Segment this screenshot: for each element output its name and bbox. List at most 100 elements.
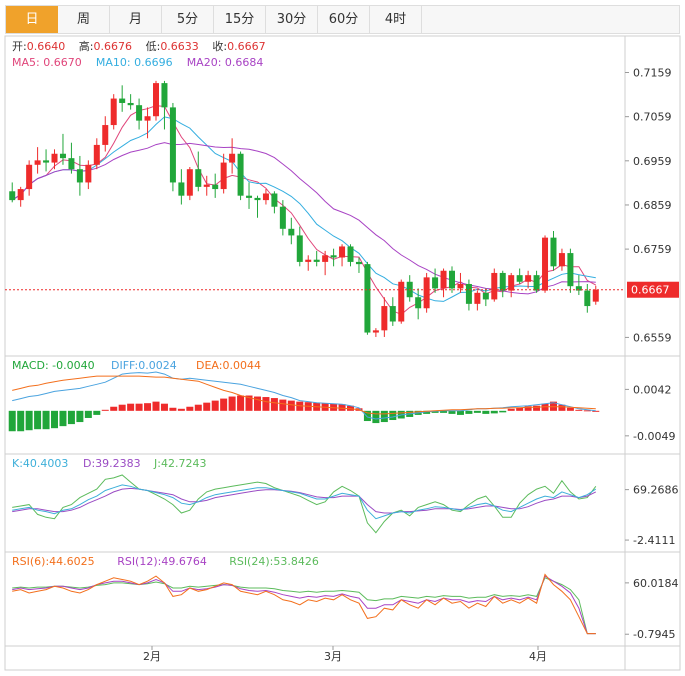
macd-bar bbox=[8, 410, 16, 432]
tab-period-0[interactable]: 日 bbox=[6, 6, 58, 33]
candle-body bbox=[533, 275, 540, 291]
macd-bar bbox=[389, 410, 397, 421]
kdj-y-tick-label: -2.4111 bbox=[633, 534, 675, 547]
macd-bar bbox=[431, 410, 439, 413]
candle-body bbox=[51, 153, 58, 163]
macd-bar bbox=[541, 403, 549, 411]
tab-period-7[interactable]: 4时 bbox=[370, 6, 422, 33]
current-price-tag bbox=[627, 281, 679, 298]
candle-body bbox=[508, 275, 515, 291]
macd-bar bbox=[93, 410, 101, 415]
rsi6-label: RSI(6):44.6025 bbox=[12, 555, 95, 568]
macd-bar bbox=[51, 410, 59, 429]
tab-period-6[interactable]: 60分 bbox=[318, 6, 370, 33]
macd-bar bbox=[17, 410, 25, 432]
macd-bar bbox=[169, 407, 177, 411]
macd-bar bbox=[34, 410, 42, 430]
price-y-tick-label: 0.7059 bbox=[633, 111, 672, 124]
candle-body bbox=[136, 105, 143, 121]
candle-body bbox=[144, 116, 151, 121]
tab-period-1[interactable]: 周 bbox=[58, 6, 110, 33]
ma10-label: MA10: 0.6696 bbox=[96, 56, 173, 69]
tab-period-3[interactable]: 5分 bbox=[162, 6, 214, 33]
macd-bar bbox=[101, 409, 109, 411]
macd-bar bbox=[220, 398, 228, 411]
candle-body bbox=[271, 193, 278, 207]
macd-bar bbox=[186, 406, 194, 411]
candle-body bbox=[449, 270, 455, 289]
candle-body bbox=[381, 306, 388, 331]
macd-bar bbox=[194, 404, 202, 411]
candle-body bbox=[186, 169, 193, 196]
candle-body bbox=[584, 290, 591, 307]
candle-body bbox=[153, 83, 159, 117]
kdj-j-line bbox=[12, 474, 597, 534]
macd-bar bbox=[465, 410, 473, 414]
candle-body bbox=[313, 259, 320, 262]
candle-body bbox=[398, 281, 405, 322]
macd-bar bbox=[228, 396, 236, 411]
rsi24-label: RSI(24):53.8426 bbox=[229, 555, 319, 568]
candle-body bbox=[288, 228, 295, 236]
macd-bar bbox=[144, 403, 152, 411]
macd-bar bbox=[533, 405, 541, 411]
macd-bar bbox=[84, 410, 92, 418]
candle-body bbox=[550, 237, 557, 267]
tab-period-4[interactable]: 15分 bbox=[214, 6, 266, 33]
macd-bar bbox=[296, 401, 304, 411]
ma5-line bbox=[11, 105, 597, 315]
macd-bar bbox=[177, 408, 185, 411]
macd-bar bbox=[507, 408, 515, 411]
x-axis-label: 3月 bbox=[324, 650, 342, 663]
candle-body bbox=[68, 158, 75, 170]
kdj-j-label: J:42.7243 bbox=[153, 457, 206, 470]
candle-body bbox=[516, 275, 523, 282]
candle-body bbox=[389, 306, 396, 322]
macd-bar bbox=[448, 410, 456, 414]
macd-bar bbox=[524, 406, 532, 411]
macd-bar bbox=[380, 410, 388, 423]
macd-bar bbox=[67, 410, 75, 425]
macd-bar bbox=[135, 403, 143, 411]
macd-bar bbox=[566, 407, 574, 411]
candle-body bbox=[85, 164, 92, 183]
candle-body bbox=[59, 153, 66, 159]
candle-body bbox=[76, 169, 83, 183]
price-y-tick-label: 0.7159 bbox=[633, 67, 672, 80]
candle-body bbox=[558, 253, 565, 267]
candle-body bbox=[339, 246, 346, 258]
ohlc-open-label: 开:0.6640 bbox=[12, 40, 65, 53]
macd-bar bbox=[25, 410, 33, 431]
macd-bar bbox=[110, 406, 118, 411]
candle-body bbox=[296, 235, 303, 262]
candle-body bbox=[110, 98, 117, 126]
macd-y-tick-label: -0.0049 bbox=[633, 430, 675, 443]
candle-body bbox=[279, 206, 286, 229]
macd-bar bbox=[42, 410, 50, 430]
macd-bar bbox=[440, 410, 448, 413]
macd-bar bbox=[287, 400, 295, 411]
current-price-label: 0.6667 bbox=[631, 284, 670, 297]
macd-bar bbox=[237, 395, 245, 411]
candle-body bbox=[440, 270, 447, 289]
tab-period-2[interactable]: 月 bbox=[110, 6, 162, 33]
candle-body bbox=[330, 255, 337, 258]
x-axis-label: 4月 bbox=[529, 650, 547, 663]
candle-body bbox=[169, 107, 176, 183]
tab-period-5[interactable]: 30分 bbox=[266, 6, 318, 33]
candle-body bbox=[26, 164, 33, 190]
macd-bar bbox=[516, 407, 524, 411]
price-y-tick-label: 0.6959 bbox=[633, 155, 672, 168]
macd-bar bbox=[338, 404, 346, 411]
kdj-k-line bbox=[12, 484, 597, 520]
candle-body bbox=[525, 275, 532, 282]
kdj-y-tick-label: 69.2686 bbox=[633, 484, 679, 497]
macd-bar bbox=[456, 410, 464, 415]
candle-body bbox=[246, 195, 253, 198]
candle-body bbox=[465, 283, 472, 304]
candle-body bbox=[34, 160, 41, 165]
macd-bar bbox=[152, 401, 160, 411]
candle-body bbox=[237, 153, 244, 196]
